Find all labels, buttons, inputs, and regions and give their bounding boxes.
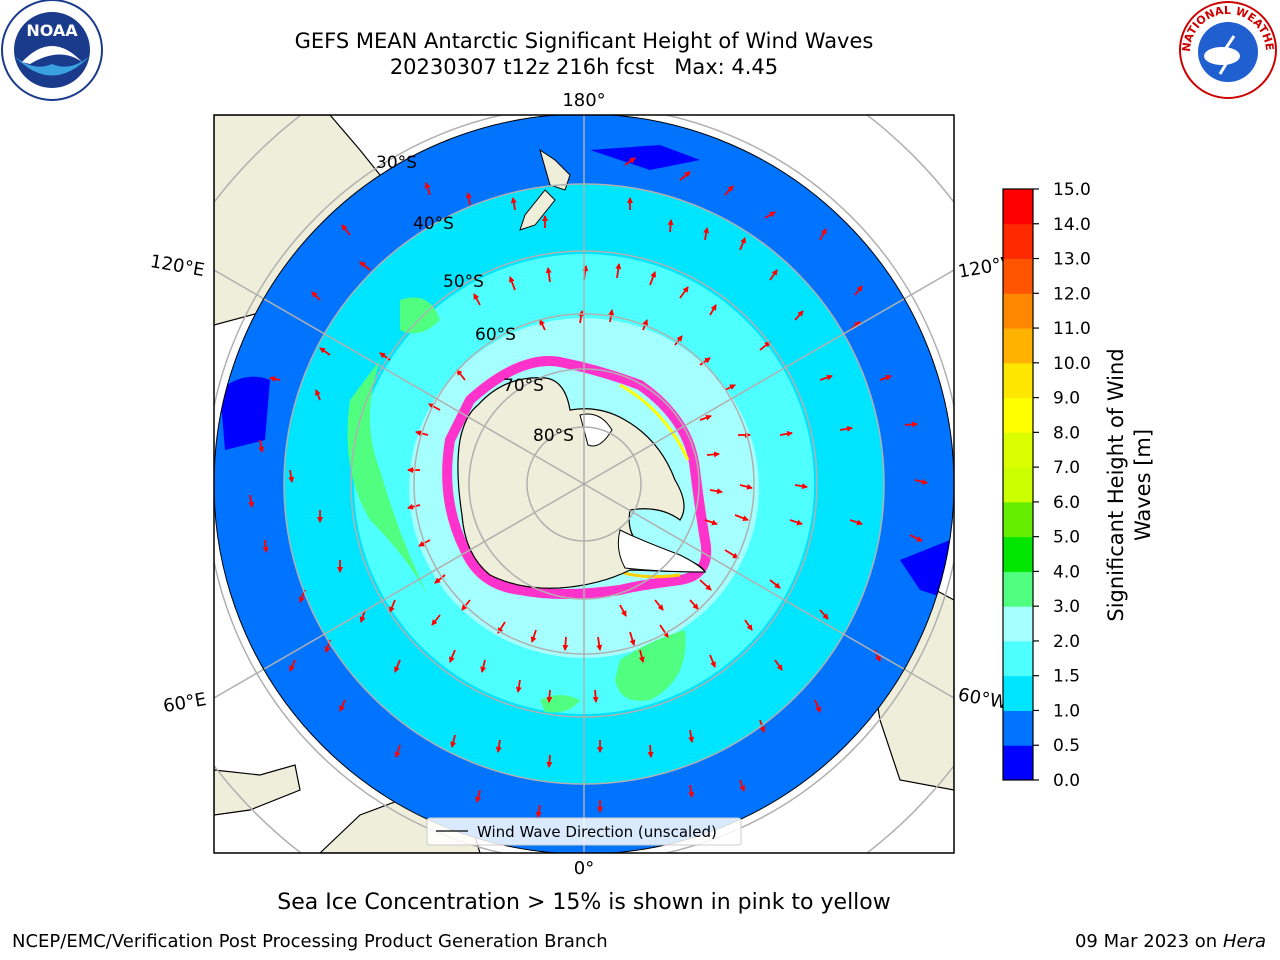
lon-label-180: 180°: [562, 90, 605, 111]
lat-label-50s: 50°S: [443, 272, 484, 292]
colorbar-segment: [1003, 745, 1033, 781]
colorbar-segment: [1003, 675, 1033, 711]
colorbar-segment: [1003, 640, 1033, 677]
colorbar-tick-label: 12.0: [1053, 284, 1091, 304]
colorbar-tick-label: 5.0: [1053, 528, 1080, 548]
footer-date-text: 09 Mar 2023 on: [1074, 931, 1218, 952]
colorbar-tick-label: 4.0: [1053, 562, 1080, 582]
colorbar-tick-label: 6.0: [1053, 493, 1080, 513]
lat-label-80s: 80°S: [533, 426, 574, 446]
colorbar-tick-label: 2.0: [1053, 632, 1080, 652]
lat-label-30s: 30°S: [376, 153, 417, 173]
colorbar-label-line-1: Significant Height of Wind: [1104, 348, 1128, 621]
lon-label-0: 0°: [574, 858, 594, 879]
colorbar-tick-label: 3.0: [1053, 597, 1080, 617]
map-frame: [213, 114, 955, 854]
colorbar: 0.0 0.5 1.0 1.5 2.0 3.0 4.0 5.0 6.0 7.0 8.0 9.0 10.0…: [1002, 180, 1155, 791]
colorbar-tick-label: 15.0: [1053, 180, 1091, 200]
colorbar-tick-label: 1.5: [1053, 667, 1080, 687]
map-legend: Wind Wave Direction (unscaled): [426, 817, 742, 846]
legend-label: Wind Wave Direction (unscaled): [477, 823, 717, 841]
colorbar-segment: [1003, 501, 1033, 538]
colorbar-tick-label: 1.0: [1053, 701, 1080, 721]
colorbar-segment: [1003, 189, 1033, 225]
wind-wave-arrows: [248, 157, 928, 818]
footer-host: Hera: [1222, 931, 1266, 952]
colorbar-segment: [1003, 606, 1033, 642]
colorbar-tick-label: 0.0: [1053, 771, 1080, 791]
colorbar-label-line-2: Waves [m]: [1131, 429, 1155, 541]
lon-label-120e: 120°E: [149, 251, 207, 281]
lat-label-70s: 70°S: [503, 376, 544, 396]
colorbar-tick-label: 8.0: [1053, 423, 1080, 443]
title-line-2: 20230307 t12z 216h fcst Max: 4.45: [389, 55, 779, 79]
graticule: [214, 115, 954, 853]
colorbar-ticks: 0.0 0.5 1.0 1.5 2.0 3.0 4.0 5.0 6.0 7.0 8.0 9.0 10.0…: [1033, 180, 1091, 791]
map-panel: [214, 115, 954, 853]
footer-organization: NCEP/EMC/Verification Post Processing Pr…: [12, 931, 608, 952]
colorbar-tick-label: 7.0: [1053, 458, 1080, 478]
latitude-labels: 30°S 40°S 50°S 60°S 70°S 80°S: [376, 153, 574, 446]
colorbar-segments: [1003, 189, 1033, 781]
colorbar-segment: [1003, 536, 1033, 572]
colorbar-tick-label: 0.5: [1053, 736, 1080, 756]
colorbar-segment: [1003, 397, 1033, 433]
noaa-logo-text: NOAA: [26, 21, 78, 40]
colorbar-tick-label: 9.0: [1053, 389, 1080, 409]
colorbar-segment: [1003, 467, 1033, 503]
colorbar-tick-label: 11.0: [1053, 319, 1091, 339]
lon-label-60e: 60°E: [162, 689, 208, 717]
lat-label-60s: 60°S: [475, 325, 516, 345]
sea-ice-note: Sea Ice Concentration > 15% is shown in …: [277, 890, 891, 915]
colorbar-tick-label: 10.0: [1053, 354, 1091, 374]
colorbar-segment: [1003, 432, 1033, 468]
lon-label-60w: 60°W: [956, 684, 1009, 713]
title-line-1: GEFS MEAN Antarctic Significant Height o…: [294, 29, 874, 53]
lat-label-40s: 40°S: [413, 214, 454, 234]
figure-title: GEFS MEAN Antarctic Significant Height o…: [0, 28, 1168, 80]
colorbar-frame: [1002, 188, 1034, 781]
colorbar-segment: [1003, 328, 1033, 364]
colorbar-segment: [1003, 223, 1033, 260]
footer-date: 09 Mar 2023 on Hera: [1075, 931, 1266, 952]
colorbar-segment: [1003, 258, 1033, 294]
noaa-logo: NOAA: [1, 0, 103, 101]
colorbar-segment: [1003, 293, 1033, 329]
colorbar-segment: [1003, 362, 1033, 399]
colorbar-segment: [1003, 710, 1033, 746]
colorbar-tick-label: 14.0: [1053, 215, 1091, 235]
colorbar-segment: [1003, 571, 1033, 607]
national-weather-service-logo: NATIONAL WEATHER SERVICE: [1176, 0, 1277, 99]
colorbar-tick-label: 13.0: [1053, 250, 1091, 270]
